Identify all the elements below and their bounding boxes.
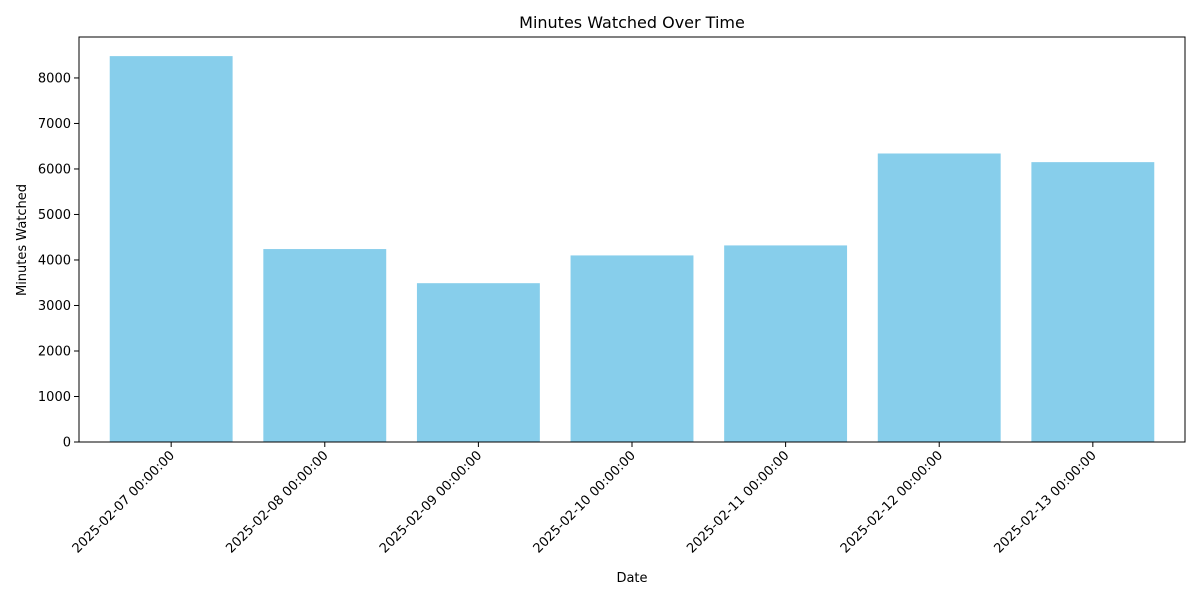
chart-title: Minutes Watched Over Time bbox=[519, 13, 745, 32]
plot-frame bbox=[78, 36, 1186, 443]
y-tick-label: 8000 bbox=[38, 71, 71, 86]
bars-group bbox=[109, 56, 1155, 442]
y-tick-label: 0 bbox=[63, 436, 71, 451]
y-tick-label: 5000 bbox=[38, 208, 71, 223]
x-tick-label: 2025-02-11 00:00:00 bbox=[684, 448, 792, 556]
x-tick-label: 2025-02-07 00:00:00 bbox=[70, 448, 178, 556]
y-tick-label: 3000 bbox=[38, 299, 71, 314]
x-tick-label: 2025-02-13 00:00:00 bbox=[991, 448, 1099, 556]
bar-4 bbox=[570, 255, 694, 442]
y-tick-label: 6000 bbox=[38, 162, 71, 177]
x-tick-label: 2025-02-09 00:00:00 bbox=[377, 448, 485, 556]
x-tick-label: 2025-02-08 00:00:00 bbox=[223, 448, 331, 556]
bar-3 bbox=[416, 283, 540, 442]
bar-2 bbox=[263, 249, 387, 442]
y-tick-label: 1000 bbox=[38, 390, 71, 405]
y-tick-label: 2000 bbox=[38, 344, 71, 359]
bar-7 bbox=[1031, 162, 1155, 442]
bar-1 bbox=[109, 56, 233, 442]
x-axis-ticks: 2025-02-07 00:00:00 2025-02-08 00:00:00 20… bbox=[70, 442, 1100, 556]
y-axis-label: Minutes Watched bbox=[15, 184, 30, 296]
bar-5 bbox=[724, 245, 848, 442]
x-tick-label: 2025-02-12 00:00:00 bbox=[838, 448, 946, 556]
y-tick-label: 7000 bbox=[38, 117, 71, 132]
bar-6 bbox=[877, 153, 1001, 442]
x-axis-label: Date bbox=[616, 571, 647, 586]
x-tick-label: 2025-02-10 00:00:00 bbox=[531, 448, 639, 556]
y-tick-label: 4000 bbox=[38, 253, 71, 268]
y-axis-ticks: 0 1000 2000 3000 4000 5000 6000 7000 8000 bbox=[38, 71, 79, 451]
